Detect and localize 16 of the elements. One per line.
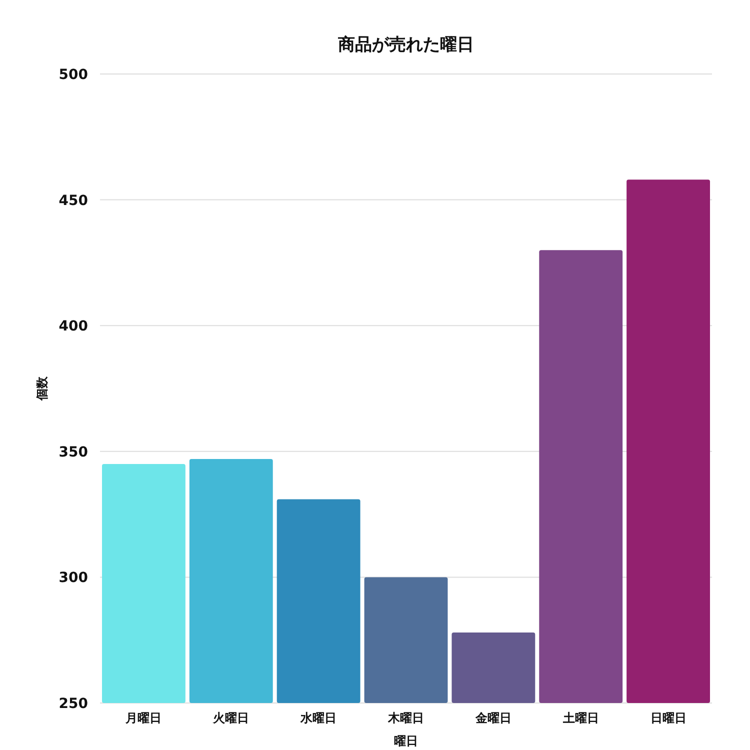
xlabel: 曜日 <box>394 734 418 748</box>
xtick: 木曜日 <box>388 711 424 725</box>
xtick: 火曜日 <box>213 711 250 725</box>
xtick: 月曜日 <box>126 711 162 725</box>
ytick: 400 <box>58 318 88 335</box>
ytick: 300 <box>58 570 88 586</box>
xtick: 日曜日 <box>650 711 686 725</box>
title: 商品が売れた曜日 <box>338 35 474 55</box>
ytick: 500 <box>58 67 88 83</box>
xtick: 土曜日 <box>562 711 599 725</box>
xtick: 金曜日 <box>475 711 512 725</box>
ytick: 250 <box>58 696 88 712</box>
xtick: 水曜日 <box>300 711 337 725</box>
ytick: 350 <box>58 444 88 460</box>
ytick: 450 <box>58 192 88 209</box>
ylabel: 個数 <box>35 376 49 400</box>
